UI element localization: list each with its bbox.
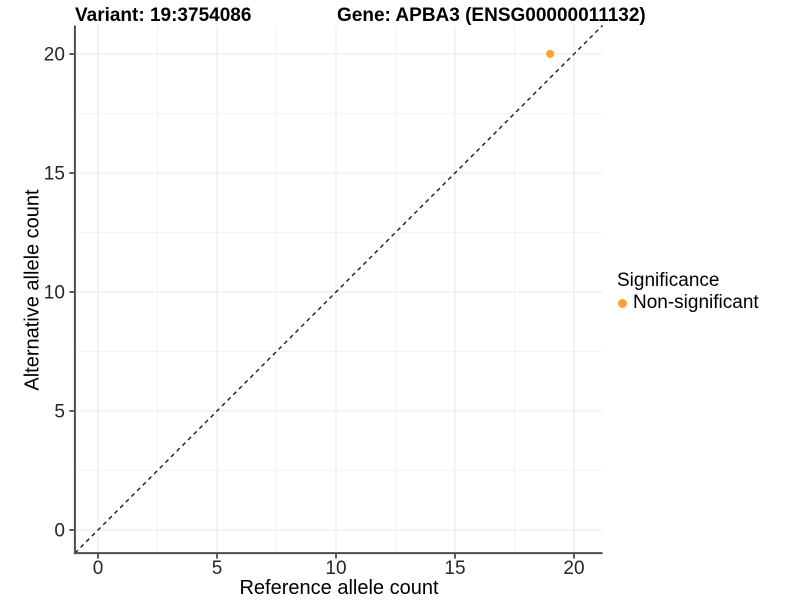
plot-title-gene: Gene: APBA3 (ENSG00000011132)	[337, 5, 646, 26]
circle-icon	[618, 298, 627, 308]
legend-title: Significance	[617, 270, 720, 291]
y-tick-label: 5	[54, 402, 65, 423]
y-tick-label: 20	[44, 45, 65, 66]
x-axis-title: Reference allele count	[239, 577, 439, 599]
y-tick-label: 15	[44, 164, 65, 185]
legend: Significance Non-significant	[617, 270, 759, 314]
x-tick-label: 15	[444, 558, 465, 579]
legend-item: Non-significant	[617, 292, 759, 314]
legend-item-label: Non-significant	[633, 292, 759, 313]
identity-line	[74, 24, 604, 554]
y-tick-label: 10	[44, 283, 65, 304]
x-tick-label: 5	[212, 558, 223, 579]
x-tick-label: 0	[93, 558, 104, 579]
y-tick-label: 0	[54, 521, 65, 542]
data-point	[546, 50, 555, 58]
plot-title-variant: Variant: 19:3754086	[75, 5, 252, 26]
x-tick-label: 20	[563, 558, 584, 579]
x-tick-label: 10	[325, 558, 346, 579]
y-axis-title: Alternative allele count	[21, 189, 44, 391]
